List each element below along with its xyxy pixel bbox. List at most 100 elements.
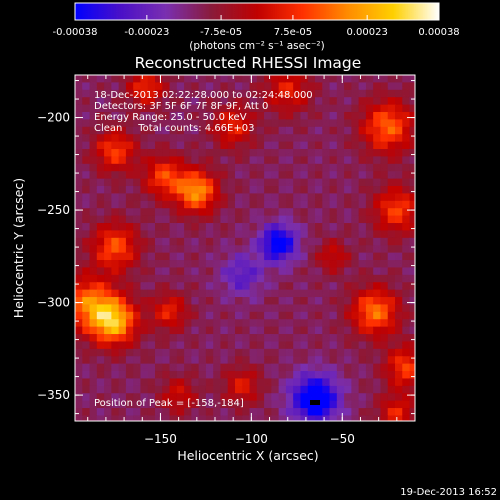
heatmap-cell bbox=[380, 223, 389, 232]
heatmap-cell bbox=[365, 89, 374, 98]
heatmap-cell bbox=[104, 260, 112, 269]
heatmap-cell bbox=[307, 385, 316, 394]
heatmap-cell bbox=[293, 282, 302, 291]
heatmap-cell bbox=[249, 252, 258, 261]
heatmap-cell bbox=[140, 215, 149, 224]
heatmap-cell bbox=[176, 215, 185, 224]
heatmap-cell bbox=[227, 363, 236, 372]
heatmap-cell bbox=[162, 415, 171, 421]
heatmap-cell bbox=[235, 371, 243, 380]
heatmap-cell bbox=[147, 297, 156, 306]
heatmap-cell bbox=[344, 82, 352, 91]
heatmap-cell bbox=[307, 223, 316, 232]
heatmap-cell bbox=[155, 282, 163, 291]
heatmap-cell bbox=[227, 75, 236, 84]
heatmap-cell bbox=[205, 186, 214, 195]
heatmap-cell bbox=[359, 423, 367, 431]
heatmap-cell bbox=[198, 260, 207, 269]
heatmap-cell bbox=[387, 348, 396, 357]
heatmap-cell bbox=[82, 348, 91, 357]
heatmap-cell bbox=[155, 112, 163, 121]
heatmap-cell bbox=[380, 274, 389, 283]
heatmap-cell bbox=[140, 112, 149, 121]
heatmap-cell bbox=[358, 400, 367, 409]
heatmap-cell bbox=[417, 260, 425, 268]
heatmap-cell bbox=[227, 260, 236, 269]
heatmap-cell bbox=[395, 378, 403, 387]
heatmap-cell bbox=[133, 400, 142, 409]
heatmap-cell bbox=[285, 415, 294, 421]
heatmap-cell bbox=[147, 400, 156, 409]
heatmap-cell bbox=[111, 126, 120, 135]
heatmap-cell bbox=[205, 371, 214, 380]
heatmap-cell bbox=[387, 215, 396, 224]
heatmap-cell bbox=[125, 363, 134, 372]
heatmap-cell bbox=[82, 371, 91, 380]
heatmap-cell bbox=[155, 311, 163, 320]
heatmap-cell bbox=[271, 260, 280, 269]
heatmap-cell bbox=[191, 119, 200, 128]
heatmap-cell bbox=[111, 304, 120, 313]
heatmap-cell bbox=[125, 171, 134, 180]
heatmap-cell bbox=[387, 126, 396, 135]
heatmap-cell bbox=[417, 142, 425, 150]
heatmap-cell bbox=[285, 156, 294, 165]
heatmap-cell bbox=[336, 186, 345, 195]
heatmap-cell bbox=[220, 104, 229, 113]
heatmap-cell bbox=[169, 149, 178, 158]
heatmap-cell bbox=[125, 326, 134, 335]
heatmap-cell bbox=[365, 237, 374, 246]
heatmap-cell bbox=[169, 348, 178, 357]
heatmap-cell bbox=[227, 104, 236, 113]
heatmap-cell bbox=[147, 371, 156, 380]
heatmap-cell bbox=[395, 149, 403, 158]
heatmap-cell bbox=[162, 119, 171, 128]
heatmap-cell bbox=[104, 311, 112, 320]
heatmap-cell bbox=[365, 371, 374, 380]
heatmap-cell bbox=[329, 230, 338, 239]
heatmap-cell bbox=[147, 104, 156, 113]
heatmap-cell bbox=[417, 290, 425, 298]
heatmap-cell bbox=[220, 282, 229, 291]
heatmap-cell bbox=[162, 134, 171, 143]
heatmap-cell bbox=[147, 82, 156, 91]
heatmap-cell bbox=[344, 193, 352, 202]
heatmap-cell bbox=[365, 97, 374, 106]
heatmap-cell bbox=[133, 156, 142, 165]
heatmap-cell bbox=[220, 141, 229, 150]
heatmap-cell bbox=[162, 423, 170, 431]
heatmap-cell bbox=[191, 274, 200, 283]
heatmap-cell bbox=[89, 363, 98, 372]
heatmap-cell bbox=[315, 134, 323, 143]
heatmap-cell bbox=[133, 119, 142, 128]
heatmap-cell bbox=[147, 393, 156, 402]
heatmap-cell bbox=[322, 311, 331, 320]
heatmap-cell bbox=[417, 223, 425, 231]
heatmap-cell bbox=[191, 178, 200, 187]
heatmap-cell bbox=[133, 97, 142, 106]
heatmap-cell bbox=[125, 371, 134, 380]
colorbar-ticks: -0.00038 -0.00023 -7.5e-05 7.5e-05 0.00023 0.… bbox=[53, 15, 460, 38]
heatmap-cell bbox=[365, 134, 374, 143]
heatmap-cell bbox=[278, 75, 287, 84]
heatmap-cell bbox=[395, 356, 403, 365]
heatmap-cell bbox=[329, 112, 338, 121]
heatmap-cell bbox=[191, 75, 200, 84]
heatmap-cell bbox=[278, 252, 287, 261]
heatmap-cell bbox=[75, 186, 83, 195]
heatmap-cell bbox=[191, 415, 200, 421]
heatmap-cell bbox=[96, 126, 105, 135]
heatmap-cell bbox=[162, 319, 171, 328]
heatmap-cell bbox=[402, 378, 411, 387]
heatmap-cell bbox=[300, 89, 309, 98]
heatmap-cell bbox=[198, 385, 207, 394]
heatmap-cell bbox=[82, 126, 91, 135]
heatmap-cell bbox=[285, 149, 294, 158]
heatmap-cell bbox=[315, 245, 323, 254]
heatmap-cell bbox=[358, 378, 367, 387]
heatmap-cell bbox=[205, 104, 214, 113]
heatmap-cell bbox=[227, 200, 236, 209]
heatmap-cell bbox=[387, 341, 396, 350]
heatmap-cell bbox=[118, 156, 127, 165]
heatmap-cell bbox=[373, 297, 382, 306]
